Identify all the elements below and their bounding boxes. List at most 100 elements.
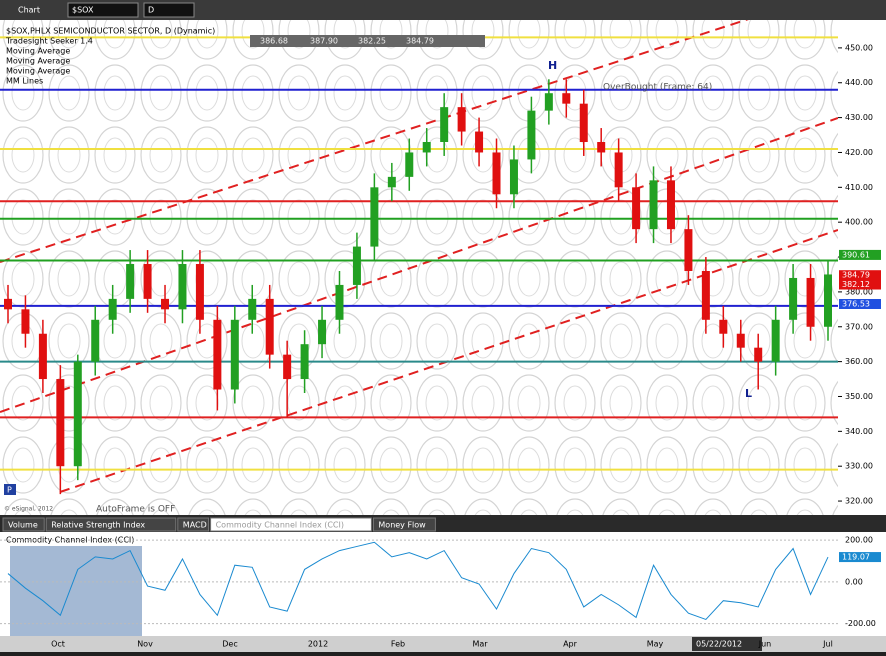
y-tick-label: 440.00 [845, 78, 873, 87]
tab-label[interactable]: Relative Strength Index [51, 521, 145, 530]
candle-body [38, 333, 47, 380]
symbol-box[interactable] [67, 2, 139, 18]
cci-tag [839, 552, 881, 563]
copyright: © eSignal, 2012 [4, 506, 53, 513]
candle-body [265, 298, 274, 355]
price-tag-label: 390.61 [842, 250, 870, 259]
x-label: Mar [472, 640, 488, 649]
price-tag [839, 298, 881, 309]
candle-body [56, 379, 65, 467]
symbol[interactable]: $SOX [72, 6, 94, 15]
candle-body [283, 354, 292, 380]
candle-body [161, 298, 170, 310]
tab-label[interactable]: MACD [183, 521, 207, 530]
x-label: Dec [222, 640, 237, 649]
x-label: Nov [137, 640, 153, 649]
price-axis [838, 20, 886, 515]
ohlc-low: 382.25 [358, 37, 386, 46]
candle-body [405, 152, 414, 177]
price-tag [839, 279, 881, 290]
candle-body [248, 298, 257, 320]
candle-body [213, 319, 222, 390]
candle-body [754, 347, 763, 362]
candle-body [370, 187, 379, 247]
candle-body [475, 131, 484, 153]
ohlc-box [250, 35, 485, 47]
candle-body [492, 152, 501, 195]
candle-body [771, 319, 780, 362]
y-tick-label: 410.00 [845, 183, 873, 192]
price-tag [839, 249, 881, 260]
interval[interactable]: D [148, 6, 154, 15]
candle-body [806, 277, 815, 327]
candle-body [562, 93, 571, 104]
candle-body [666, 180, 675, 230]
tab[interactable] [2, 517, 45, 532]
y-tick-label: 320.00 [845, 497, 873, 506]
data-window [10, 546, 142, 636]
candle-body [108, 298, 117, 320]
tab[interactable] [372, 517, 436, 532]
y-tick-label: 340.00 [845, 427, 873, 436]
tab-label[interactable]: Commodity Channel Index (CCI) [216, 521, 344, 530]
price-tag-label: 382.12 [842, 280, 870, 289]
candle-body [649, 180, 658, 230]
toolbar [0, 0, 886, 20]
ohlc-close: 384.79 [406, 37, 434, 46]
candle-body [387, 176, 396, 188]
window-title: Chart [18, 6, 40, 15]
plot-pattern [0, 20, 838, 515]
candle-body [579, 103, 588, 143]
cci-title: Commodity Channel Index (CCI) [6, 536, 134, 545]
y-tick-label: 430.00 [845, 113, 873, 122]
price-tag-label: 384.79 [842, 271, 870, 280]
legend-5: MM Lines [6, 77, 43, 86]
y-tick-label: 450.00 [845, 43, 873, 52]
y-tick-label: 370.00 [845, 322, 873, 331]
candle-body [824, 274, 832, 327]
tab[interactable] [45, 517, 177, 532]
legend-1: Tradesight Seeker 1.4 [5, 37, 93, 46]
candle-body [300, 344, 309, 380]
candle-body [21, 309, 30, 334]
y-tick-label: 380.00 [845, 287, 873, 296]
candle-body [597, 142, 606, 153]
candle-body [701, 270, 710, 320]
price-tag [839, 270, 881, 281]
cursor-date: 05/22/2012 [696, 640, 742, 649]
candle-body [457, 107, 466, 132]
cursor-date-box [692, 637, 762, 651]
candle-body [318, 319, 327, 345]
cci-tick-label: 200.00 [845, 536, 873, 545]
legend-0: $SOX,PHLX SEMICONDUCTOR SECTOR, D (Dynam… [6, 27, 215, 36]
y-tick-label: 420.00 [845, 148, 873, 157]
overbought-label: OverBought (Frame: 64) [603, 83, 712, 93]
tab-label[interactable]: Money Flow [378, 521, 426, 530]
candle-body [230, 319, 239, 390]
candle-body [91, 319, 100, 362]
p-button[interactable] [4, 484, 16, 495]
x-label: 2012 [308, 640, 328, 649]
x-label: Jun [758, 640, 772, 649]
cci-axis [838, 532, 886, 636]
candle-body [352, 246, 361, 285]
legend-3: Moving Average [6, 57, 70, 66]
tab-label[interactable]: Volume [8, 521, 38, 530]
tab[interactable] [177, 517, 210, 532]
candle-body [719, 319, 728, 334]
candle-body [509, 159, 518, 195]
x-label: Apr [563, 640, 578, 649]
ohlc-high: 387.90 [310, 37, 338, 46]
x-label: Feb [391, 640, 405, 649]
x-label: May [647, 640, 664, 649]
p-button-label[interactable]: P [7, 486, 12, 495]
candle-body [789, 277, 798, 320]
tab[interactable] [210, 517, 372, 532]
candle-body [126, 264, 135, 299]
candle-body [422, 142, 431, 153]
interval-box[interactable] [143, 2, 195, 18]
time-axis [0, 636, 886, 652]
candle-body [440, 107, 449, 143]
candle-body [632, 187, 641, 230]
